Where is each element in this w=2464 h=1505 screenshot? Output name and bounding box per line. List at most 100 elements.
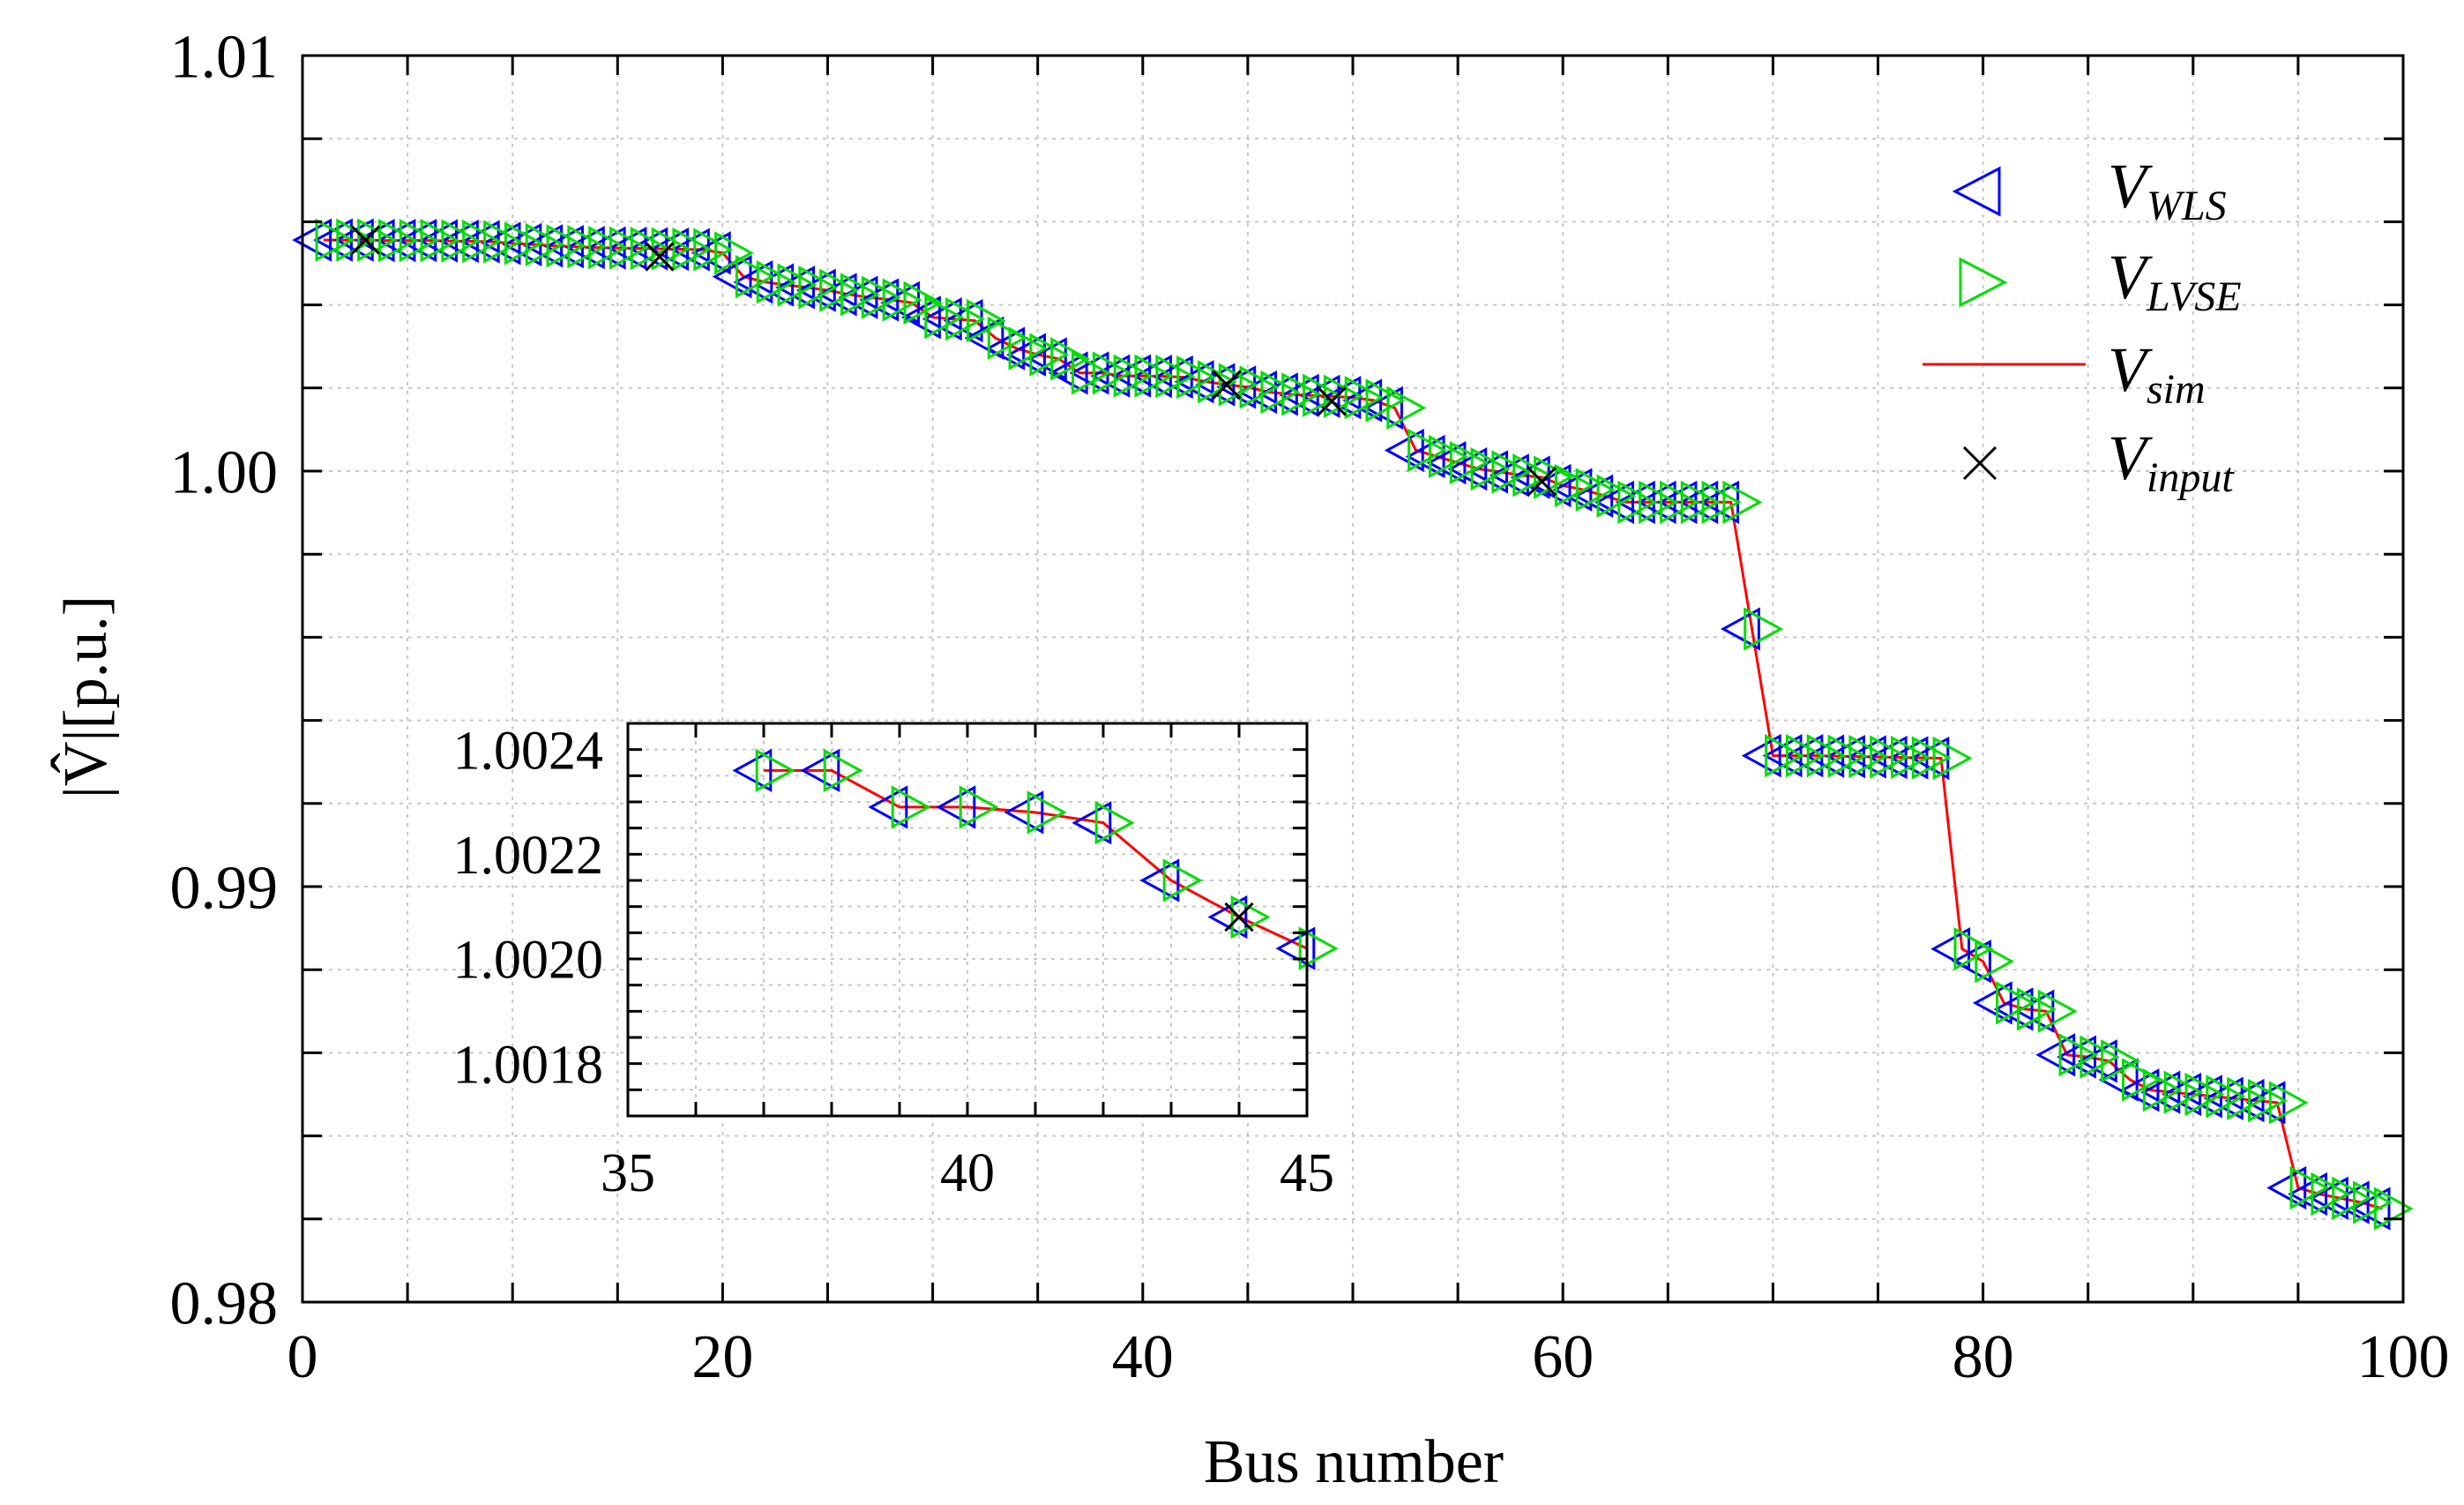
y-axis-label: |V̂|[p.u.] (50, 595, 120, 798)
main-tick-labels: 0 20 40 60 80 100 0.98 0.99 1.00 1.01 (170, 24, 2450, 1392)
marker-v-wls (2203, 1076, 2244, 1120)
marker-v-lvse (755, 748, 795, 793)
marker-v-wls (2077, 1039, 2117, 1083)
marker-v-lvse (959, 785, 999, 829)
marker-v-wls (2350, 1187, 2391, 1231)
marker-v-lvse (1975, 940, 2015, 984)
marker-v-wls (1468, 450, 1509, 494)
marker-v-lvse (1554, 463, 1594, 508)
marker-v-lvse (819, 268, 860, 312)
marker-v-lvse (630, 226, 670, 271)
x-tick-label: 60 (1532, 1323, 1594, 1391)
marker-v-wls (733, 260, 773, 304)
marker-v-lvse (1197, 360, 1237, 404)
marker-v-lvse (2122, 1058, 2162, 1102)
marker-v-wls (1447, 447, 1488, 491)
marker-v-lvse (2142, 1068, 2183, 1112)
marker-v-lvse (1848, 734, 1889, 779)
marker-v-lvse (924, 296, 965, 340)
x-tick-label: 80 (1953, 1323, 2014, 1391)
marker-v-wls (1594, 480, 1634, 524)
marker-v-lvse (1660, 480, 1699, 524)
marker-v-lvse (2353, 1180, 2393, 1224)
marker-v-lvse (1365, 378, 1406, 423)
marker-v-lvse (1639, 480, 1679, 524)
marker-v-lvse (798, 266, 839, 310)
x-tick-label: 100 (2357, 1323, 2450, 1391)
inset-lvse-markers (755, 748, 1339, 970)
marker-v-lvse (823, 748, 863, 793)
marker-v-lvse (2184, 1072, 2225, 1117)
marker-v-lvse (1680, 480, 1721, 524)
marker-v-wls (2308, 1176, 2348, 1220)
marker-v-input (1212, 370, 1242, 400)
y-tick-label: 0.99 (170, 855, 279, 923)
legend-entry-wls: VWLS (1952, 151, 2227, 229)
legend: VWLS VLVSE Vsim Vinput (1923, 151, 2242, 501)
marker-v-wls (1139, 858, 1180, 902)
marker-v-wls (2183, 1074, 2222, 1119)
marker-v-wls (859, 278, 900, 322)
marker-v-lvse (1239, 365, 1280, 409)
x-tick-label: 20 (691, 1323, 753, 1391)
marker-v-lvse (1344, 375, 1385, 420)
marker-v-wls (2245, 1081, 2286, 1125)
marker-v-lvse (1428, 434, 1468, 479)
marker-v-lvse (1176, 355, 1217, 400)
marker-v-wls (1993, 987, 2034, 1031)
marker-v-lvse (1094, 801, 1135, 845)
marker-v-wls (868, 785, 908, 829)
marker-v-lvse (1996, 981, 2036, 1025)
marker-v-lvse (504, 221, 544, 266)
marker-v-wls (292, 218, 332, 262)
marker-v-lvse (861, 275, 901, 319)
marker-v-wls (1552, 468, 1593, 512)
marker-v-wls (1090, 354, 1131, 398)
marker-v-lvse (1701, 480, 1742, 524)
marker-v-lvse (1029, 333, 1070, 377)
marker-v-lvse (1534, 455, 1573, 499)
y-tick-label: 1.0020 (453, 931, 604, 991)
marker-v-wls (800, 748, 840, 793)
marker-v-wls (1004, 790, 1044, 835)
marker-v-wls (2266, 1165, 2307, 1210)
inset-grid (628, 723, 1307, 1116)
marker-v-lvse (525, 222, 565, 266)
marker-v-input (1527, 467, 1557, 497)
marker-v-lvse (315, 218, 355, 262)
inset-axes (626, 722, 1309, 1118)
legend-label-wls: VWLS (2108, 151, 2227, 229)
marker-v-lvse (777, 263, 818, 307)
marker-v-wls (817, 273, 857, 317)
marker-v-lvse (588, 225, 629, 270)
marker-v-input (350, 225, 381, 255)
marker-v-wls (2014, 989, 2055, 1033)
marker-v-wls (1930, 927, 1971, 971)
marker-v-wls (2035, 1033, 2076, 1077)
marker-v-lvse (1162, 858, 1203, 902)
marker-v-lvse (2163, 1070, 2204, 1114)
marker-v-lvse (2289, 1165, 2330, 1210)
marker-v-wls (2288, 1172, 2328, 1217)
marker-v-lvse (1722, 480, 1763, 524)
marker-v-wls (732, 748, 773, 793)
marker-v-wls (754, 263, 795, 307)
legend-entry-sim: Vsim (1923, 334, 2206, 413)
marker-v-input (1317, 386, 1347, 416)
marker-v-wls (795, 268, 836, 312)
marker-v-wls (1489, 453, 1529, 498)
legend-entry-input: Vinput (1962, 423, 2235, 501)
marker-v-lvse (1155, 354, 1196, 399)
marker-v-wls (1720, 607, 1760, 651)
inset-input-markers (1224, 902, 1254, 932)
legend-label-sim: Vsim (2108, 334, 2206, 413)
marker-v-lvse (945, 296, 986, 341)
marker-v-lvse (1470, 447, 1511, 491)
marker-v-wls (1741, 734, 1781, 778)
marker-v-lvse (2332, 1176, 2372, 1220)
marker-v-lvse (1386, 386, 1427, 431)
marker-v-lvse (420, 218, 460, 263)
marker-v-lvse (1765, 734, 1805, 778)
marker-v-lvse (1870, 735, 1910, 779)
